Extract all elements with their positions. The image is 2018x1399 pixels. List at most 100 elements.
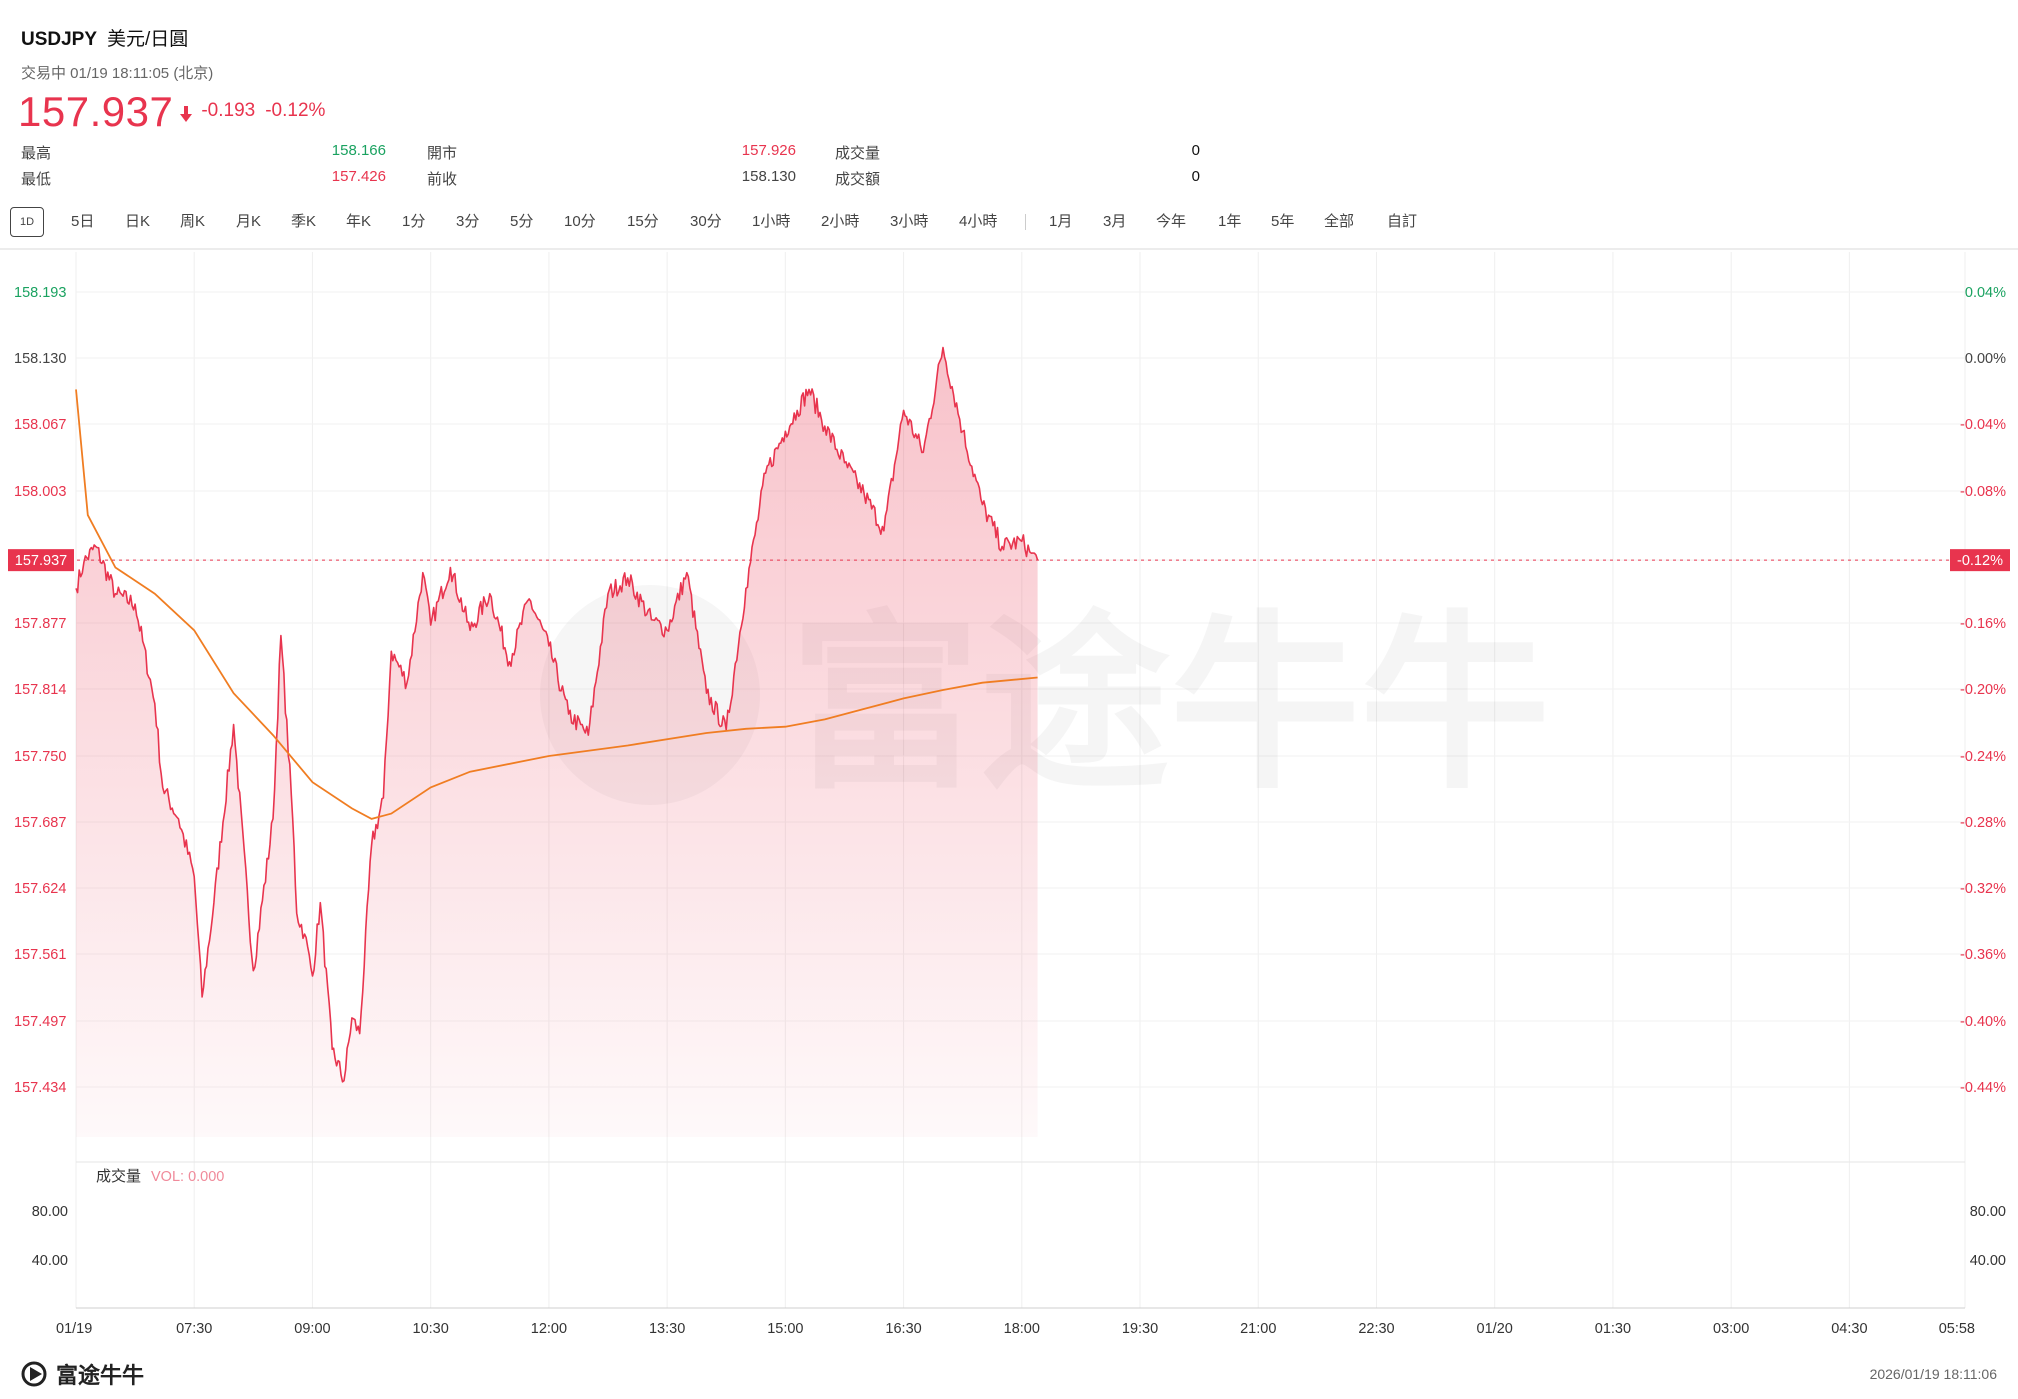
tab-3min[interactable]: 3分	[456, 213, 480, 230]
pct-tick-label: -0.44%	[1960, 1080, 2006, 1096]
tab-1d[interactable]: 1D	[10, 207, 45, 237]
pct-tick-label: -0.20%	[1960, 682, 2006, 698]
x-tick-label: 22:30	[1358, 1321, 1394, 1337]
y-axis-right: 0.04% 0.00% -0.04% -0.08% -0.16% -0.20% -0.24%…	[1960, 285, 2006, 1096]
volume-label: 成交量	[96, 1167, 141, 1185]
x-tick-label: 19:30	[1122, 1321, 1158, 1337]
y-tick-label: 157.877	[14, 616, 66, 632]
trading-status: 交易中 01/19 18:11:05 (北京)	[21, 65, 214, 82]
tab-3h[interactable]: 3小時	[890, 213, 929, 230]
y-tick-label: 158.130	[14, 351, 66, 367]
x-tick-label: 01/19	[56, 1321, 92, 1337]
x-tick-label: 04:30	[1831, 1321, 1867, 1337]
stat-label-open: 開市	[427, 145, 458, 162]
y-tick-label: 158.067	[14, 417, 66, 433]
footer-brand: 富途牛牛	[20, 1358, 144, 1393]
stat-label-prev-close: 前收	[427, 171, 458, 188]
stat-label-volume: 成交量	[835, 145, 881, 162]
tab-custom[interactable]: 自訂	[1387, 213, 1418, 230]
stat-label-high: 最高	[21, 145, 52, 162]
stat-value-turnover: 0	[1191, 168, 1200, 185]
pct-tick-label: -0.40%	[1960, 1014, 2006, 1030]
tab-1y[interactable]: 1年	[1218, 213, 1242, 230]
tab-day-k[interactable]: 日K	[125, 213, 151, 230]
pct-tick-label: -0.04%	[1960, 417, 2006, 433]
pct-tick-label: 0.04%	[1965, 285, 2006, 301]
symbol-title: USDJPY 美元/日圓	[21, 24, 188, 51]
down-arrow-icon	[179, 105, 193, 128]
y-tick-label: 157.687	[14, 815, 66, 831]
y-tick-label: 158.193	[14, 285, 66, 301]
x-tick-label: 13:30	[649, 1321, 685, 1337]
brand-logo-icon	[20, 1361, 50, 1393]
tab-week-k[interactable]: 周K	[180, 213, 206, 230]
pct-tick-label: -0.24%	[1960, 749, 2006, 765]
volume-tick-40-right: 40.00	[1970, 1253, 2006, 1269]
tab-10min[interactable]: 10分	[564, 213, 596, 230]
last-price-badge-left-text: 157.937	[15, 553, 67, 569]
tab-5min[interactable]: 5分	[510, 213, 534, 230]
y-tick-label: 157.750	[14, 749, 66, 765]
tab-30min[interactable]: 30分	[690, 213, 722, 230]
price-change: -0.193	[201, 100, 256, 121]
y-tick-label: 157.434	[14, 1080, 66, 1096]
x-tick-label: 03:00	[1713, 1321, 1749, 1337]
volume-value: VOL: 0.000	[151, 1169, 224, 1185]
stat-value-high: 158.166	[331, 142, 386, 159]
tab-1m[interactable]: 1月	[1049, 213, 1073, 230]
x-tick-label: 09:00	[294, 1321, 330, 1337]
tab-divider	[1025, 214, 1026, 230]
pct-tick-label: 0.00%	[1965, 351, 2006, 367]
price-row: 157.937 -0.193 -0.12%	[18, 88, 335, 138]
tab-quarter-k[interactable]: 季K	[291, 213, 317, 230]
stat-value-volume: 0	[1191, 142, 1200, 159]
price-line	[75, 346, 1039, 1083]
tab-ytd[interactable]: 今年	[1156, 213, 1187, 230]
y-tick-label: 157.814	[14, 682, 66, 698]
last-price: 157.937	[18, 88, 174, 135]
footer-timestamp: 2026/01/19 18:11:06	[1869, 1366, 1997, 1382]
price-change-pct: -0.12%	[265, 100, 326, 121]
tab-month-k[interactable]: 月K	[236, 213, 262, 230]
x-axis: 01/19 07:30 09:00 10:30 12:00 13:30 15:00 16:30…	[56, 1321, 1975, 1337]
last-price-badge-left: 157.937	[8, 549, 74, 572]
stat-label-turnover: 成交額	[835, 171, 881, 188]
stat-label-low: 最低	[21, 171, 52, 188]
average-line	[75, 389, 1038, 820]
tab-3m[interactable]: 3月	[1103, 213, 1127, 230]
y-tick-label: 157.561	[14, 947, 66, 963]
x-tick-label: 21:00	[1240, 1321, 1276, 1337]
x-tick-label: 12:00	[531, 1321, 567, 1337]
x-tick-label: 01/20	[1477, 1321, 1513, 1337]
stat-value-open: 157.926	[741, 142, 796, 159]
tab-1h[interactable]: 1小時	[752, 213, 791, 230]
tab-2h[interactable]: 2小時	[821, 213, 860, 230]
y-axis-left: 158.193 158.130 158.067 158.003 157.877 157.8…	[14, 285, 66, 1096]
tab-5d[interactable]: 5日	[71, 213, 95, 230]
last-price-badge-right: -0.12%	[1950, 549, 2010, 572]
tab-1min[interactable]: 1分	[402, 213, 426, 230]
tab-5y[interactable]: 5年	[1271, 213, 1295, 230]
volume-tick-40-left: 40.00	[32, 1253, 68, 1269]
pct-tick-label: -0.36%	[1960, 947, 2006, 963]
stat-value-low: 157.426	[331, 168, 386, 185]
brand-name: 富途牛牛	[56, 1363, 145, 1388]
pct-tick-label: -0.16%	[1960, 616, 2006, 632]
symbol: USDJPY	[21, 29, 98, 50]
pct-tick-label: -0.28%	[1960, 815, 2006, 831]
x-tick-label: 10:30	[413, 1321, 449, 1337]
y-tick-label: 157.497	[14, 1014, 66, 1030]
volume-tick-80-left: 80.00	[32, 1204, 68, 1220]
tab-all[interactable]: 全部	[1324, 213, 1355, 230]
x-tick-label: 01:30	[1595, 1321, 1631, 1337]
last-price-badge-right-text: -0.12%	[1957, 553, 2003, 569]
x-tick-label: 15:00	[767, 1321, 803, 1337]
tab-year-k[interactable]: 年K	[346, 213, 372, 230]
volume-tick-80-right: 80.00	[1970, 1204, 2006, 1220]
price-chart[interactable]: 富途牛牛 158.193158.130158.067158.003157.877…	[0, 248, 2018, 1378]
x-tick-label: 16:30	[885, 1321, 921, 1337]
y-tick-label: 157.624	[14, 881, 66, 897]
x-tick-label: 07:30	[176, 1321, 212, 1337]
tab-15min[interactable]: 15分	[627, 213, 659, 230]
tab-4h[interactable]: 4小時	[959, 213, 998, 230]
